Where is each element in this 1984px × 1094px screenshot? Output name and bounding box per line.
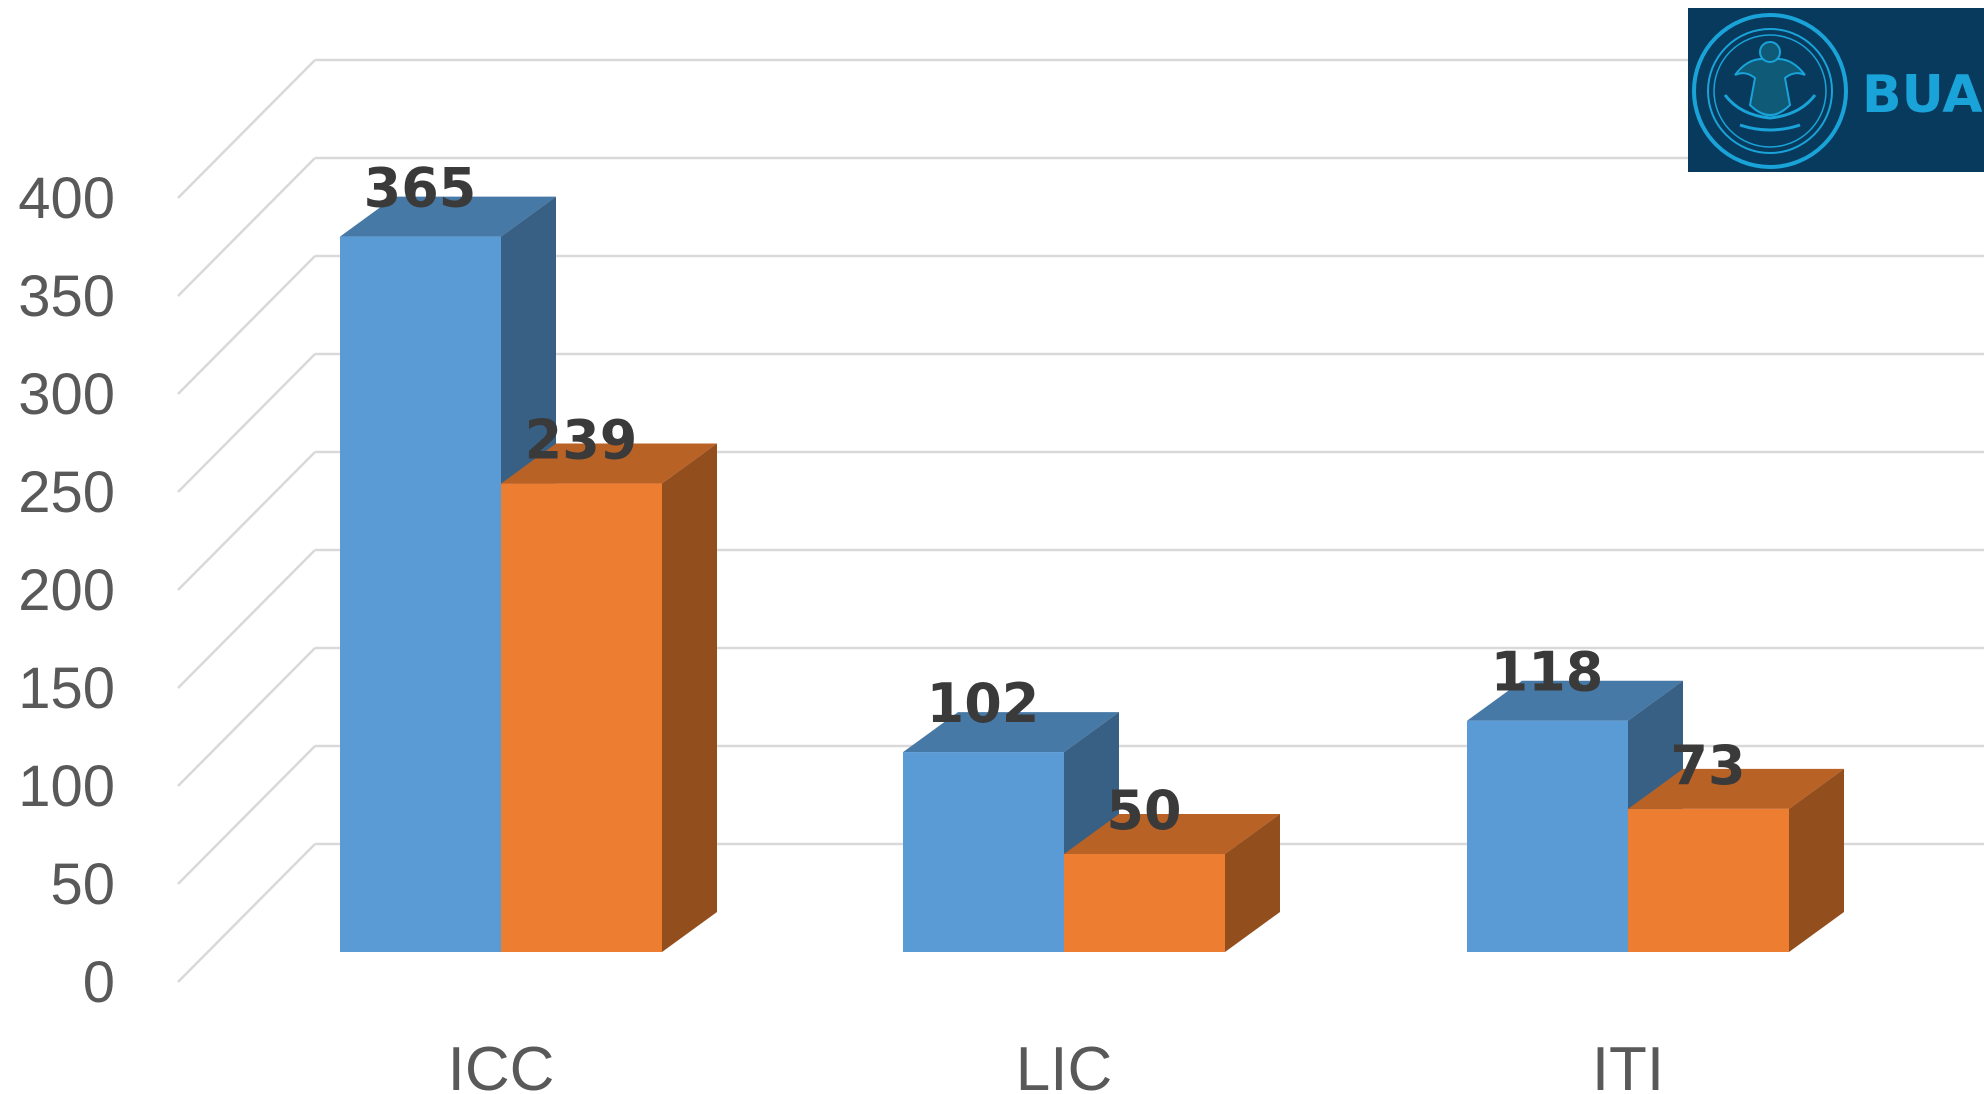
bar-top-face: [1628, 768, 1844, 809]
data-label: 50: [1106, 779, 1181, 842]
bar-side-face: [1789, 768, 1844, 952]
bar-top-face: [340, 196, 556, 237]
gridline-diagonal: [177, 745, 316, 885]
bar: [1467, 720, 1628, 952]
bar-side-face: [1225, 814, 1280, 952]
y-tick-label: 400: [18, 166, 115, 231]
gridline-diagonal: [177, 451, 316, 591]
y-tick-label: 100: [18, 754, 115, 819]
x-category-label: ICC: [448, 1035, 555, 1094]
data-label: 239: [525, 409, 638, 472]
bar-top-face: [1064, 814, 1280, 854]
bars: [340, 196, 1844, 953]
y-tick-label: 250: [18, 460, 115, 525]
gridline-diagonal: [177, 353, 316, 493]
bar: [340, 236, 501, 953]
gridline-diagonal: [177, 157, 316, 297]
bar-top-face: [501, 443, 717, 484]
bar: [1628, 808, 1789, 952]
x-axis-categories: ICC LIC ITI: [448, 1035, 1665, 1094]
gridline-diagonal: [177, 255, 316, 395]
data-label: 102: [927, 672, 1040, 735]
y-axis-ticks: 0 50 100 150 200 250 300 350 400: [18, 166, 115, 1015]
y-tick-label: 350: [18, 264, 115, 329]
bar-side-face: [662, 443, 717, 952]
x-category-label: ITI: [1592, 1035, 1664, 1094]
bar: [903, 752, 1064, 952]
gridline-diagonal: [177, 59, 316, 199]
buap-logo: BUAP: [1688, 8, 1984, 172]
y-tick-label: 50: [50, 852, 115, 917]
logo-text: BUAP: [1862, 65, 1984, 125]
gridline-diagonal: [177, 549, 316, 689]
bar-top-face: [1467, 680, 1683, 721]
data-labels: 365 239 102 50 118 73: [364, 157, 1746, 842]
data-label: 73: [1670, 734, 1745, 797]
y-tick-label: 200: [18, 558, 115, 623]
university-seal-icon: [1692, 13, 1848, 169]
bar: [1064, 854, 1225, 952]
y-tick-label: 150: [18, 656, 115, 721]
data-label: 365: [364, 157, 477, 220]
gridline-diagonal: [177, 843, 316, 983]
data-label: 118: [1491, 641, 1604, 704]
gridline-diagonal: [177, 647, 316, 787]
x-category-label: LIC: [1016, 1035, 1112, 1094]
bar-top-face: [903, 712, 1119, 753]
y-tick-label: 300: [18, 362, 115, 427]
bar: [501, 483, 662, 952]
y-tick-label: 0: [83, 950, 115, 1015]
